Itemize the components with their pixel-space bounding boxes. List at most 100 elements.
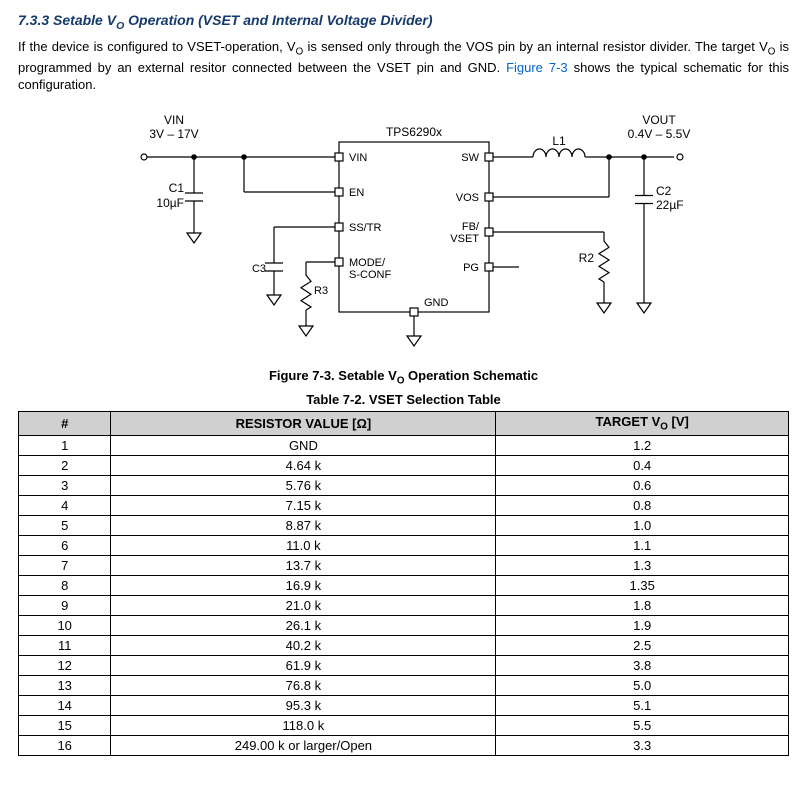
table-cell: 4: [19, 495, 111, 515]
table-cell: 76.8 k: [111, 675, 496, 695]
table-cell: 5.76 k: [111, 475, 496, 495]
table-cell: 4.64 k: [111, 455, 496, 475]
col3-pre: TARGET V: [596, 414, 661, 429]
svg-text:10µF: 10µF: [156, 196, 184, 210]
svg-text:S-CONF: S-CONF: [349, 269, 391, 281]
heading-title-post: Operation (VSET and Internal Voltage Div…: [124, 12, 432, 28]
table-cell: GND: [111, 435, 496, 455]
table-cell: 11.0 k: [111, 535, 496, 555]
svg-text:C2: C2: [656, 184, 672, 198]
svg-text:TPS6290x: TPS6290x: [385, 125, 441, 139]
heading-title-sub: O: [116, 20, 124, 32]
schematic-svg: VIN3V – 17VC110µFTPS6290xVINENSS/TRMODE/…: [84, 102, 724, 362]
table-cell: 249.00 k or larger/Open: [111, 735, 496, 755]
svg-text:VSET: VSET: [450, 233, 479, 245]
table-cell: 8: [19, 575, 111, 595]
table-cell: 61.9 k: [111, 655, 496, 675]
table-cell: 1.9: [496, 615, 789, 635]
table-cell: 1: [19, 435, 111, 455]
figcap-pre: Figure 7-3. Setable V: [269, 368, 397, 383]
table-cell: 13: [19, 675, 111, 695]
table-cell: 2: [19, 455, 111, 475]
figure-link[interactable]: Figure 7-3: [506, 60, 568, 75]
table-cell: 12: [19, 655, 111, 675]
table-cell: 14: [19, 695, 111, 715]
svg-text:VOS: VOS: [455, 192, 478, 204]
table-cell: 16: [19, 735, 111, 755]
table-row: 1495.3 k5.1: [19, 695, 789, 715]
svg-text:C1: C1: [168, 181, 184, 195]
table-row: 1GND1.2: [19, 435, 789, 455]
svg-text:MODE/: MODE/: [349, 257, 386, 269]
svg-text:EN: EN: [349, 187, 364, 199]
table-cell: 0.8: [496, 495, 789, 515]
table-cell: 1.8: [496, 595, 789, 615]
table-cell: 5.5: [496, 715, 789, 735]
svg-text:VIN: VIN: [163, 113, 183, 127]
heading-title-pre: Setable V: [53, 12, 116, 28]
table-row: 1140.2 k2.5: [19, 635, 789, 655]
heading-number: 7.3.3: [18, 12, 49, 28]
table-cell: 6: [19, 535, 111, 555]
table-cell: 21.0 k: [111, 595, 496, 615]
table-header-row: # RESISTOR VALUE [Ω] TARGET VO [V]: [19, 412, 789, 436]
svg-text:C3: C3: [251, 263, 265, 275]
svg-text:SW: SW: [461, 152, 479, 164]
table-row: 816.9 k1.35: [19, 575, 789, 595]
table-row: 47.15 k0.8: [19, 495, 789, 515]
table-row: 24.64 k0.4: [19, 455, 789, 475]
section-heading: 7.3.3 Setable VO Operation (VSET and Int…: [18, 12, 789, 32]
table-cell: 7: [19, 555, 111, 575]
vset-table: # RESISTOR VALUE [Ω] TARGET VO [V] 1GND1…: [18, 411, 789, 756]
svg-text:VOUT: VOUT: [642, 113, 676, 127]
col3-sub: O: [660, 422, 668, 433]
para-1b: is sensed only through the VOS pin by an…: [303, 39, 768, 54]
table-row: 1261.9 k3.8: [19, 655, 789, 675]
svg-text:PG: PG: [463, 262, 479, 274]
svg-text:22µF: 22µF: [656, 198, 684, 212]
table-cell: 8.87 k: [111, 515, 496, 535]
svg-text:SS/TR: SS/TR: [349, 222, 381, 234]
table-row: 16249.00 k or larger/Open3.3: [19, 735, 789, 755]
svg-text:R2: R2: [578, 251, 594, 265]
table-cell: 5.1: [496, 695, 789, 715]
table-cell: 0.6: [496, 475, 789, 495]
table-cell: 15: [19, 715, 111, 735]
svg-text:FB/: FB/: [461, 221, 479, 233]
table-cell: 3.8: [496, 655, 789, 675]
table-row: 713.7 k1.3: [19, 555, 789, 575]
svg-text:0.4V – 5.5V: 0.4V – 5.5V: [627, 127, 690, 141]
table-cell: 1.0: [496, 515, 789, 535]
table-row: 15118.0 k5.5: [19, 715, 789, 735]
table-row: 35.76 k0.6: [19, 475, 789, 495]
table-cell: 1.3: [496, 555, 789, 575]
table-cell: 16.9 k: [111, 575, 496, 595]
body-paragraph: If the device is configured to VSET-oper…: [18, 38, 789, 94]
figcap-post: Operation Schematic: [404, 368, 538, 383]
table-cell: 7.15 k: [111, 495, 496, 515]
table-cell: 9: [19, 595, 111, 615]
table-cell: 5.0: [496, 675, 789, 695]
col-number-header: #: [19, 412, 111, 436]
table-cell: 118.0 k: [111, 715, 496, 735]
col3-post: [V]: [668, 414, 689, 429]
schematic-figure: VIN3V – 17VC110µFTPS6290xVINENSS/TRMODE/…: [18, 102, 789, 362]
table-cell: 1.1: [496, 535, 789, 555]
table-cell: 95.3 k: [111, 695, 496, 715]
table-row: 58.87 k1.0: [19, 515, 789, 535]
svg-text:3V – 17V: 3V – 17V: [149, 127, 198, 141]
table-cell: 13.7 k: [111, 555, 496, 575]
table-cell: 26.1 k: [111, 615, 496, 635]
table-cell: 1.2: [496, 435, 789, 455]
table-cell: 40.2 k: [111, 635, 496, 655]
table-row: 1376.8 k5.0: [19, 675, 789, 695]
table-cell: 3: [19, 475, 111, 495]
table-cell: 5: [19, 515, 111, 535]
col-target-header: TARGET VO [V]: [496, 412, 789, 436]
col-resistor-header: RESISTOR VALUE [Ω]: [111, 412, 496, 436]
figure-caption: Figure 7-3. Setable VO Operation Schemat…: [18, 368, 789, 387]
table-cell: 2.5: [496, 635, 789, 655]
table-cell: 1.35: [496, 575, 789, 595]
para-1a: If the device is configured to VSET-oper…: [18, 39, 296, 54]
table-row: 611.0 k1.1: [19, 535, 789, 555]
